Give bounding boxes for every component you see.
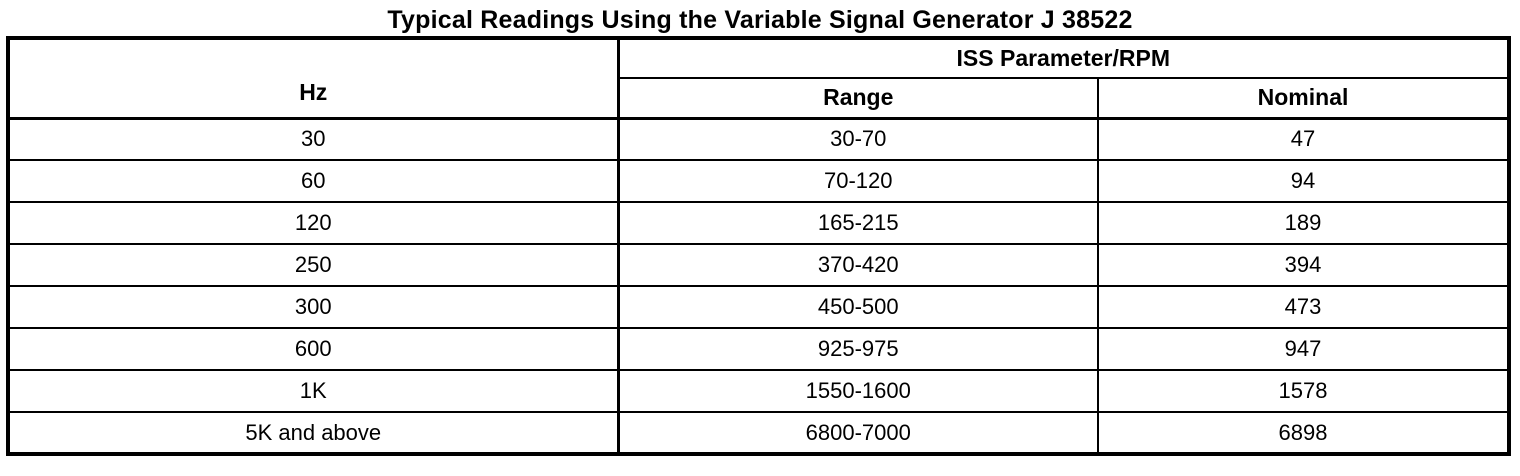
table-row: 5K and above 6800-7000 6898 [7, 411, 1511, 455]
cell-hz: 5K and above [7, 411, 620, 455]
cell-range: 450-500 [617, 285, 1099, 329]
table-row: 300 450-500 473 [7, 285, 1511, 329]
cell-nominal: 473 [1096, 285, 1511, 329]
readings-table: Hz ISS Parameter/RPM Range Nominal 30 30… [6, 36, 1512, 456]
cell-hz: 250 [7, 243, 620, 287]
cell-nominal: 394 [1096, 243, 1511, 287]
cell-nominal: 947 [1096, 327, 1511, 371]
table-row: 1K 1550-1600 1578 [7, 369, 1511, 413]
header-row-group: Hz ISS Parameter/RPM [7, 37, 1511, 120]
cell-range: 370-420 [617, 243, 1099, 287]
cell-nominal: 1578 [1096, 369, 1511, 413]
cell-hz: 30 [7, 117, 620, 161]
cell-hz: 60 [7, 159, 620, 203]
cell-range: 1550-1600 [617, 369, 1099, 413]
cell-nominal: 189 [1096, 201, 1511, 245]
cell-range: 165-215 [617, 201, 1099, 245]
cell-nominal: 94 [1096, 159, 1511, 203]
cell-nominal: 47 [1096, 117, 1511, 161]
table-row: 60 70-120 94 [7, 159, 1511, 203]
table-row: 600 925-975 947 [7, 327, 1511, 371]
table-row: 30 30-70 47 [7, 117, 1511, 161]
cell-hz: 300 [7, 285, 620, 329]
cell-range: 30-70 [617, 117, 1099, 161]
cell-hz: 600 [7, 327, 620, 371]
header-row-sub: Range Nominal [8, 77, 1511, 120]
cell-range: 925-975 [617, 327, 1099, 371]
cell-nominal: 6898 [1096, 411, 1511, 455]
table-body: 30 30-70 47 60 70-120 94 120 165-215 189… [7, 117, 1511, 455]
cell-hz: 1K [7, 369, 620, 413]
table-header: Hz ISS Parameter/RPM Range Nominal [7, 37, 1511, 120]
column-header-hz: Hz [7, 37, 620, 120]
cell-hz: 120 [7, 201, 620, 245]
column-group-header-iss-parameter-rpm: ISS Parameter/RPM [616, 37, 1511, 79]
column-header-nominal: Nominal [1096, 77, 1511, 120]
table-row: 250 370-420 394 [7, 243, 1511, 287]
column-header-range: Range [617, 77, 1099, 120]
cell-range: 6800-7000 [617, 411, 1099, 455]
table-row: 120 165-215 189 [7, 201, 1511, 245]
cell-range: 70-120 [617, 159, 1099, 203]
page-title: Typical Readings Using the Variable Sign… [387, 6, 1133, 34]
